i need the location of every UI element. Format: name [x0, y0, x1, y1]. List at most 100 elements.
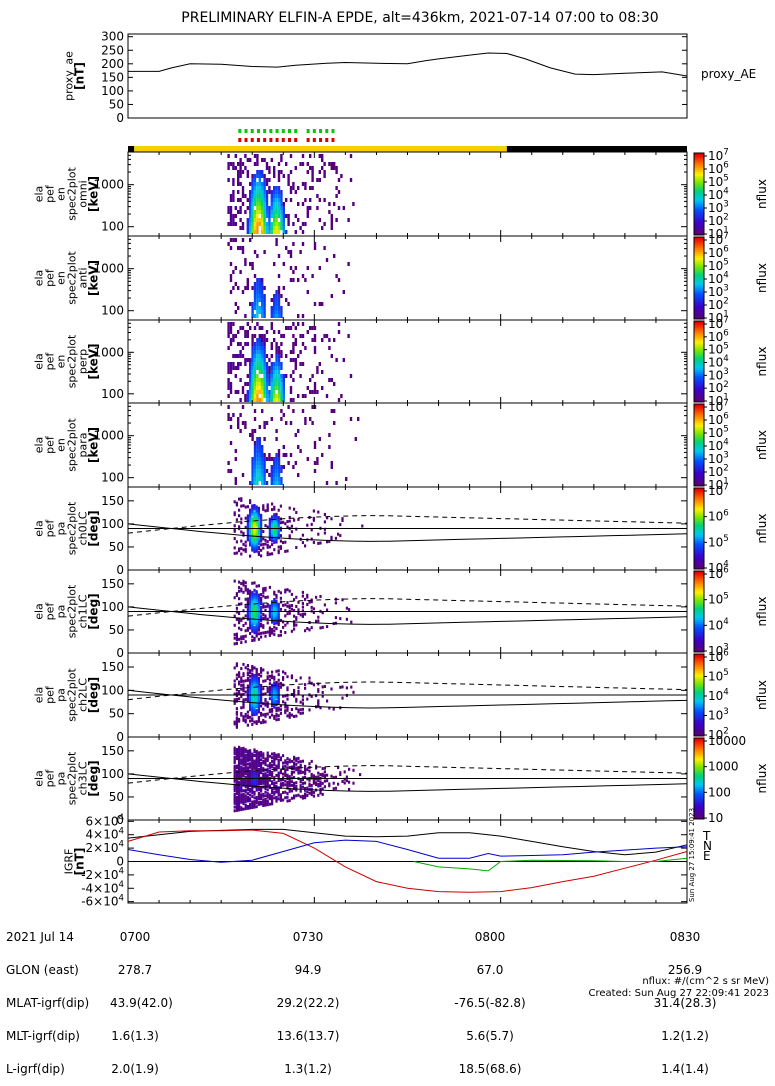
spec-cell	[275, 394, 278, 398]
spec-cell	[266, 551, 269, 555]
colorbar-cell	[694, 275, 704, 279]
spec-cell	[264, 803, 267, 807]
spec-cell	[239, 413, 242, 417]
spec-cell	[244, 581, 247, 585]
spec-cell	[277, 753, 280, 757]
spec-cell	[268, 532, 271, 536]
colorbar-tick-label: 101	[708, 226, 729, 241]
spec-cell	[229, 274, 233, 278]
spec-cell	[273, 590, 276, 594]
spec-cell	[262, 794, 265, 798]
spec-cell	[249, 370, 252, 374]
spec-cell	[242, 590, 245, 594]
colorbar-cell	[694, 353, 704, 356]
colorbar-cell	[694, 375, 704, 379]
spec-cell	[227, 322, 230, 326]
spec-cell	[251, 765, 254, 769]
spec-cell	[244, 799, 247, 803]
spec-cell	[249, 598, 252, 602]
spec-cell	[295, 527, 298, 531]
spec-cell	[229, 338, 233, 342]
spec-cell	[299, 374, 302, 378]
spec-cell	[290, 674, 293, 678]
spec-cell	[258, 286, 261, 290]
spec-cell	[255, 634, 258, 638]
spec-cell	[251, 517, 254, 521]
spec-cell	[258, 390, 261, 394]
axis-label-line: spec2plot	[66, 334, 79, 388]
colorbar-cell	[694, 391, 704, 395]
spec-cell	[271, 802, 274, 806]
spec-cell	[282, 174, 285, 178]
spec-cell	[265, 370, 269, 374]
spec-cell	[286, 714, 289, 718]
spec-cell	[229, 218, 233, 222]
spec-cell	[285, 298, 288, 302]
spec-cell	[253, 386, 257, 390]
spec-cell	[264, 524, 267, 528]
spec-cell	[253, 800, 256, 804]
spec-cell	[249, 799, 252, 802]
spec-cell	[235, 766, 238, 770]
spec-cell	[242, 662, 245, 666]
spec-cell	[301, 794, 304, 798]
spec-cell	[257, 632, 260, 636]
axis-label-line: ch3LC	[77, 761, 90, 795]
spec-cell	[306, 386, 309, 390]
legend-entry: N	[703, 839, 712, 853]
spec-cell	[273, 605, 276, 609]
spec-cell	[264, 542, 267, 546]
spec-cell	[235, 540, 238, 544]
spec-cell	[235, 617, 238, 621]
spec-cell	[277, 461, 281, 465]
spec-cell	[233, 770, 236, 774]
spec-cell	[321, 453, 324, 457]
spec-cell	[244, 781, 247, 785]
spec-cell	[264, 586, 267, 590]
spec-cell	[264, 783, 267, 787]
spec-cell	[257, 517, 260, 521]
spec-cell	[253, 550, 256, 554]
axis-label-line: spec2plot	[66, 251, 79, 305]
spec-cell	[293, 763, 296, 767]
colorbar-cell	[694, 544, 704, 548]
spec-cell	[249, 515, 252, 519]
spec-cell	[258, 174, 261, 178]
spec-cell	[229, 322, 233, 326]
spec-cell	[273, 302, 276, 306]
spec-cell	[263, 354, 266, 358]
colorbar-cell	[694, 294, 704, 297]
spec-cell	[235, 722, 238, 725]
spec-cell	[241, 190, 245, 194]
spec-cell	[297, 445, 300, 449]
spec-cell	[253, 314, 257, 318]
spec-cell	[251, 537, 254, 541]
spec-cell	[265, 398, 269, 402]
spec-cell	[257, 534, 260, 538]
spec-cell	[266, 768, 269, 772]
spec-cell	[241, 390, 245, 394]
spec-cell	[273, 378, 276, 382]
spec-cell	[251, 800, 254, 804]
spec-cell	[315, 775, 318, 779]
spec-cell	[266, 788, 269, 792]
spec-cell	[255, 709, 258, 712]
spec-cell	[249, 595, 252, 599]
spec-cell	[256, 286, 259, 290]
y-tick-label: 100	[101, 517, 124, 531]
footer-col-0730: 0730 94.9 29.2(22.2) 13.6(13.7) 1.3(1.2)	[268, 910, 348, 1086]
spec-cell	[232, 413, 235, 417]
colorbar-cell	[694, 406, 704, 409]
spec-cell	[263, 294, 266, 298]
spec-cell	[251, 509, 254, 513]
spec-cell	[255, 523, 258, 527]
spec-cell	[257, 624, 260, 628]
spec-cell	[244, 775, 247, 779]
spec-cell	[235, 503, 238, 507]
spec-cell	[241, 421, 245, 425]
spec-cell	[237, 170, 240, 174]
spec-cell	[273, 539, 276, 542]
spec-cell	[321, 302, 324, 306]
spec-cell	[288, 506, 291, 510]
